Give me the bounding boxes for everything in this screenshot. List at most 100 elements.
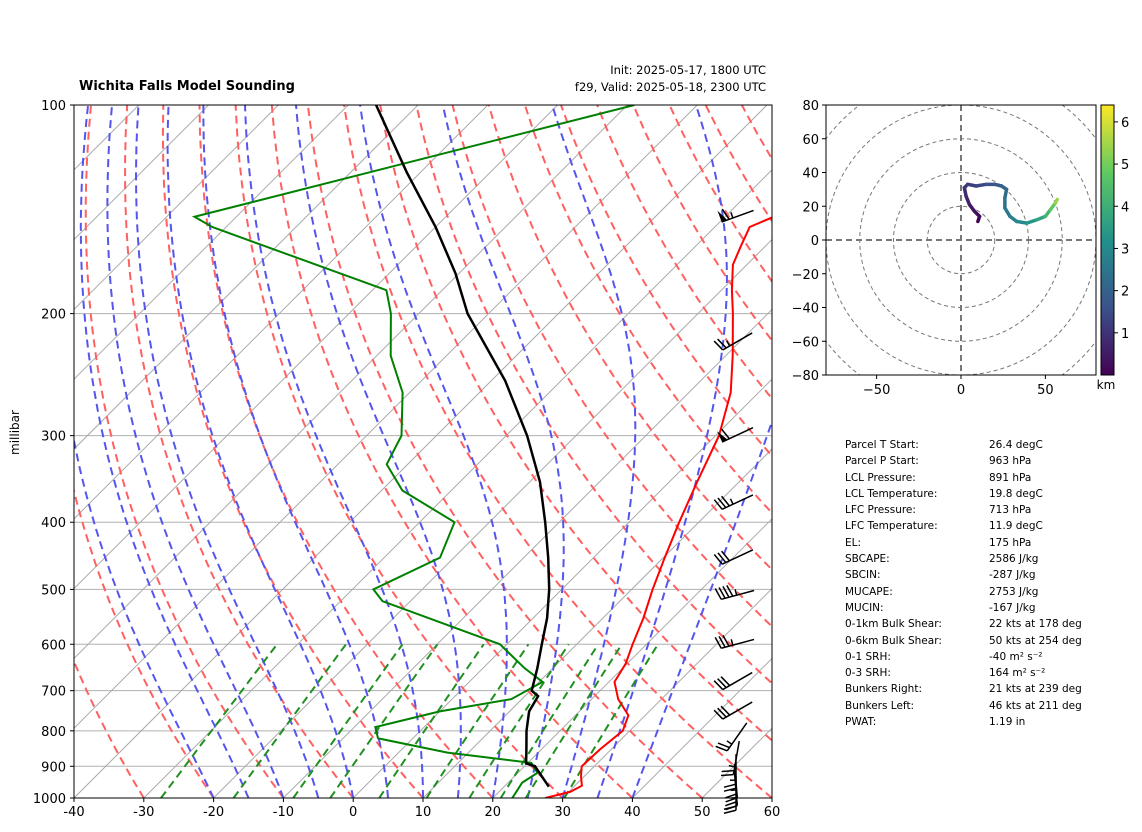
x-tick-label: -30 — [133, 805, 154, 820]
temperature-profile — [544, 216, 772, 798]
moist-adiabat — [244, 105, 424, 798]
isotherm-line — [213, 238, 772, 798]
wind-barb — [723, 776, 737, 815]
hodo-y-tick-label: −20 — [792, 268, 819, 283]
parameter-label: MUCAPE: — [845, 585, 893, 598]
parameter-label: LFC Pressure: — [845, 504, 916, 517]
parameter-label: MUCIN: — [845, 601, 884, 614]
wind-barb — [717, 208, 754, 223]
isotherm-line — [562, 587, 772, 798]
dry-adiabat — [74, 658, 145, 798]
parameter-value: 963 hPa — [989, 455, 1032, 468]
hodo-x-tick-label: 0 — [957, 383, 965, 398]
hodo-y-tick-label: 60 — [802, 133, 819, 148]
dry-adiabat — [234, 105, 564, 798]
isotherm-line — [74, 105, 628, 660]
parameter-value: 164 m² s⁻² — [989, 667, 1046, 680]
parameter-value: 2586 J/kg — [989, 553, 1039, 566]
parameter-label: 0-6km Bulk Shear: — [845, 634, 942, 647]
parameter-value: -287 J/kg — [989, 569, 1036, 582]
y-tick-label: 700 — [41, 685, 66, 700]
isotherm-line — [74, 105, 489, 520]
parameter-label: SBCIN: — [845, 569, 881, 582]
mixing-ratio-line — [292, 643, 404, 798]
hodo-y-tick-label: 0 — [811, 234, 819, 249]
wind-barb — [714, 634, 755, 649]
mixing-ratio-line — [160, 643, 278, 798]
parameter-label: Parcel T Start: — [845, 439, 919, 451]
isotherm-line — [74, 105, 279, 311]
dry-adiabat — [451, 105, 772, 628]
parameter-label: 0-1 SRH: — [845, 650, 891, 663]
colorbar-label: km — [1097, 378, 1116, 392]
hodo-y-tick-label: −60 — [792, 335, 819, 350]
parameter-value: 21 kts at 239 deg — [989, 683, 1082, 696]
wind-barb — [713, 549, 754, 565]
colorbar-tick-label: 6 — [1121, 116, 1129, 131]
colorbar-tick-label: 3 — [1121, 242, 1129, 257]
colorbar-tick-label: 1 — [1121, 327, 1129, 342]
isotherm-line — [422, 448, 772, 798]
parameter-value: 175 hPa — [989, 536, 1032, 549]
colorbar-tick-label: 4 — [1121, 200, 1129, 215]
y-tick-label: 500 — [41, 583, 66, 598]
dry-adiabat — [306, 105, 703, 798]
dry-adiabat — [415, 105, 772, 685]
moist-adiabat — [441, 105, 565, 798]
x-tick-label: 50 — [694, 805, 711, 820]
hodo-x-tick-label: −50 — [863, 383, 890, 398]
moist-adiabat — [74, 436, 215, 798]
x-tick-label: 40 — [624, 805, 641, 820]
hodo-x-tick-label: 50 — [1037, 383, 1054, 398]
dry-adiabat — [596, 105, 772, 401]
moist-adiabat — [79, 105, 250, 798]
init-time-label: Init: 2025-05-17, 1800 UTC — [610, 63, 766, 77]
parameter-value: 1.19 in — [989, 716, 1026, 729]
parameter-value: -40 m² s⁻² — [989, 650, 1043, 663]
parameter-label: 0-1km Bulk Shear: — [845, 618, 942, 631]
isotherm-line — [74, 105, 209, 241]
x-tick-label: -20 — [203, 805, 224, 820]
mixing-ratio-line — [499, 643, 600, 798]
y-tick-label: 800 — [41, 725, 66, 740]
wind-barb — [713, 332, 753, 351]
moist-adiabat — [295, 105, 462, 798]
isotherm-line — [74, 105, 558, 590]
x-tick-label: 20 — [485, 805, 502, 820]
isotherm-line — [74, 105, 349, 380]
wind-barb — [713, 701, 753, 720]
hodograph-segment — [1053, 197, 1059, 205]
hodo-y-tick-label: 20 — [802, 200, 819, 215]
dry-adiabat — [379, 105, 772, 742]
parameter-value: 891 hPa — [989, 471, 1032, 484]
dry-adiabat — [74, 487, 215, 798]
parameter-label: EL: — [845, 536, 862, 549]
parameter-label: LFC Temperature: — [845, 520, 938, 533]
parameter-value: 19.8 degC — [989, 487, 1043, 500]
parameter-value: -167 J/kg — [989, 601, 1036, 614]
dry-adiabat — [124, 105, 354, 798]
parameter-label: Bunkers Right: — [845, 683, 922, 696]
y-tick-label: 600 — [41, 638, 66, 653]
parameter-label: SBCAPE: — [845, 553, 890, 566]
hodograph-plot-area — [826, 105, 1096, 375]
moist-adiabat — [166, 105, 355, 798]
dry-adiabat — [270, 105, 634, 798]
chart-title: Wichita Falls Model Sounding — [79, 79, 295, 94]
skewt-plot-area — [74, 105, 772, 798]
x-tick-label: -10 — [273, 805, 294, 820]
parameter-value: 26.4 degC — [989, 439, 1043, 451]
x-tick-label: 10 — [415, 805, 432, 820]
moist-adiabat — [631, 418, 772, 798]
y-tick-label: 900 — [41, 760, 66, 775]
y-tick-label: 100 — [41, 99, 66, 114]
dry-adiabat — [560, 105, 772, 458]
colorbar-tick-label: 5 — [1121, 158, 1129, 173]
x-tick-label: -40 — [63, 805, 84, 820]
parameter-value: 2753 J/kg — [989, 585, 1039, 598]
wind-barb — [713, 671, 753, 691]
parameter-value: 713 hPa — [989, 504, 1032, 517]
isotherm-line — [492, 518, 772, 798]
